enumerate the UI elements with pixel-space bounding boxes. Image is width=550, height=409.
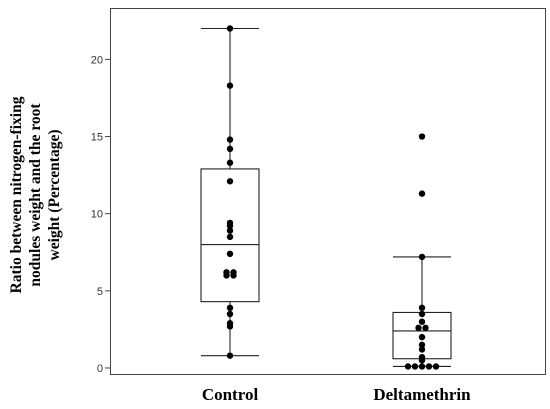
y-axis-label-line: Ratio between nitrogen-fixing [8,96,25,293]
data-point [230,272,237,279]
data-point [226,250,234,258]
category-label-deltamethrin: Deltamethrin [373,385,471,404]
box-group-deltamethrin [392,133,452,370]
data-point [226,310,234,318]
x-axis: Control Deltamethrin [202,385,471,404]
data-point [418,363,426,370]
data-point [226,159,234,166]
data-point [418,318,426,325]
box-plots [200,25,452,370]
data-point [418,333,426,341]
data-point [418,304,426,312]
data-point [226,178,234,185]
data-point [418,346,426,353]
y-axis-label-line: weight (Percentage) [46,130,63,261]
y-axis-label-line: nodules weight and the root [27,103,44,287]
data-point [425,363,433,370]
data-point [418,357,426,364]
data-point [415,324,422,332]
data-point [226,145,234,153]
data-point [418,341,426,349]
data-point [226,136,234,143]
data-point [226,352,234,359]
category-label-control: Control [202,385,259,404]
data-point [432,363,440,370]
data-point [226,227,234,234]
data-point [411,363,419,370]
data-point [418,253,426,261]
data-point [226,233,234,241]
data-point [418,310,426,318]
data-point [226,304,234,312]
data-point [226,25,234,32]
y-tick-label: 20 [91,54,103,66]
data-point [418,190,426,197]
y-tick-label: 10 [91,209,103,221]
data-point [418,133,426,140]
data-point [223,272,230,279]
y-tick-label: 5 [97,286,103,298]
y-axis: 0 5 10 15 20 [91,54,111,375]
data-point [404,363,412,370]
y-axis-label: Ratio between nitrogen-fixing nodules wei… [8,96,63,293]
data-point [226,222,234,230]
iqr-box [200,168,260,303]
data-point [226,82,234,89]
data-point [226,323,234,330]
box-group-control [200,25,260,359]
data-point [422,324,429,332]
plot-frame [110,8,546,375]
y-tick-label: 0 [97,363,103,375]
y-tick-label: 15 [91,132,103,144]
